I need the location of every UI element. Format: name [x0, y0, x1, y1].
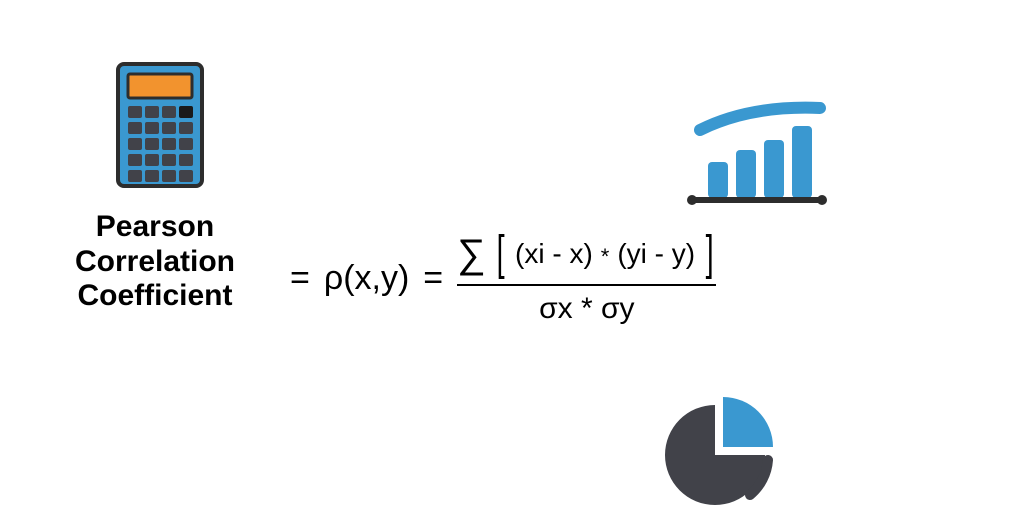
- pie-chart-icon: [660, 390, 790, 515]
- calculator-icon: [110, 60, 210, 195]
- pearson-formula: = ρ(x,y) = ∑ [ (xi - x) * (yi - y) ] σx …: [290, 230, 716, 326]
- term-yi: (yi - y): [617, 238, 695, 270]
- formula-title: Pearson Correlation Coefficient: [30, 210, 280, 314]
- fraction: ∑ [ (xi - x) * (yi - y) ] σx * σy: [457, 230, 716, 326]
- asterisk-1: *: [601, 244, 610, 270]
- rho-xy: ρ(x,y): [324, 259, 409, 298]
- bar-chart-icon: [680, 100, 830, 215]
- title-line-1: Pearson: [30, 210, 280, 245]
- sum-symbol: ∑: [457, 232, 486, 277]
- right-bracket: ]: [706, 230, 714, 278]
- title-line-3: Coefficient: [30, 279, 280, 314]
- title-line-2: Correlation: [30, 245, 280, 280]
- equals-2: =: [423, 259, 443, 298]
- equals-1: =: [290, 259, 310, 298]
- numerator: ∑ [ (xi - x) * (yi - y) ]: [457, 230, 716, 284]
- denominator: σx * σy: [539, 286, 634, 326]
- left-bracket: [: [496, 230, 504, 278]
- term-xi: (xi - x): [515, 238, 593, 270]
